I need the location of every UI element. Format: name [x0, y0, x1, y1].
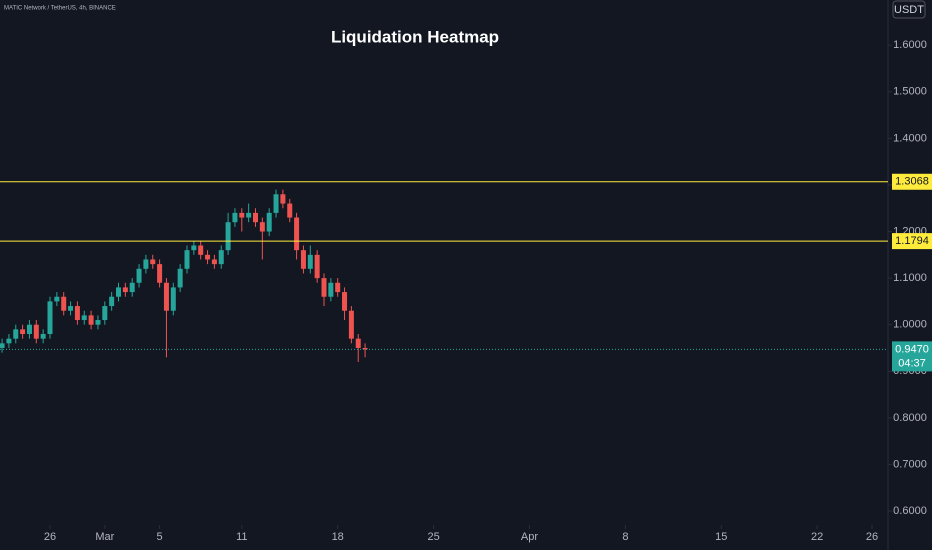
y-tick-label: 1.5000	[893, 86, 927, 98]
x-tick-label: 8	[622, 531, 628, 543]
y-tick-label: 0.8000	[893, 412, 927, 424]
candle-body	[54, 296, 60, 302]
y-tick-label: 1.0000	[893, 319, 927, 331]
candle-body	[205, 254, 211, 260]
candle-body	[13, 329, 19, 339]
candle-body	[266, 212, 272, 232]
x-tick-label: 26	[44, 531, 56, 543]
candle-body	[177, 268, 183, 288]
candle-body	[0, 343, 5, 348]
x-tick-label: 15	[715, 531, 727, 543]
candle-body	[300, 250, 306, 269]
candle-body	[95, 320, 101, 325]
candle-body	[232, 212, 238, 223]
candle-body	[109, 296, 115, 307]
candle-body	[136, 268, 142, 283]
level-label: 1.3068	[895, 176, 929, 188]
level-tag	[892, 233, 932, 250]
candle-body	[328, 282, 334, 297]
candle-body	[294, 217, 300, 251]
x-tick-label: Apr	[521, 531, 538, 543]
candle-body	[163, 282, 169, 311]
candle-body	[33, 324, 39, 339]
candle-body	[314, 254, 320, 279]
candle-body	[81, 315, 87, 321]
candle-body	[191, 245, 197, 251]
candle-body	[170, 287, 176, 311]
candle-body	[74, 306, 80, 321]
candle-body	[47, 301, 53, 335]
candle-body	[342, 292, 348, 311]
last-price-tag	[892, 341, 932, 372]
symbol-info: MATIC Network / TetherUS, 4h, BINANCE	[4, 6, 116, 12]
candle-body	[157, 264, 163, 283]
candle-body	[6, 338, 12, 344]
y-tick-label: 1.6000	[893, 39, 927, 51]
candle-body	[239, 212, 245, 218]
candle-body	[259, 222, 265, 232]
currency[interactable]: USDT	[894, 4, 924, 16]
candle-body	[246, 212, 252, 218]
y-tick-label: 1.1000	[893, 272, 927, 284]
candle-body	[40, 334, 46, 339]
candle-body	[287, 203, 293, 218]
candle-body	[252, 212, 258, 223]
x-tick-label: 22	[811, 531, 823, 543]
candle-body	[184, 250, 190, 269]
candle-body	[102, 306, 108, 321]
level-label: 1.1794	[895, 235, 929, 247]
candle-body	[61, 296, 67, 311]
y-tick-label: 0.7000	[893, 458, 927, 470]
candle-body	[362, 347, 368, 350]
candle-body	[280, 194, 286, 204]
x-tick-label: 11	[236, 531, 247, 543]
countdown: 04:37	[898, 357, 926, 369]
candle-body	[335, 282, 341, 293]
x-tick-label: 5	[157, 531, 163, 543]
candle-body	[211, 259, 217, 265]
candle-body	[26, 324, 32, 335]
candle-body	[116, 287, 122, 297]
candle-body	[198, 245, 204, 255]
candle-body	[122, 287, 128, 293]
x-tick-label: 18	[332, 531, 344, 543]
chart-title: Liquidation Heatmap	[331, 27, 499, 46]
level-tag	[892, 173, 932, 190]
candle-body	[68, 306, 74, 311]
candle-body	[218, 250, 224, 265]
x-tick-label: Mar	[95, 531, 114, 543]
candle-body	[143, 259, 149, 269]
x-tick-label: 26	[866, 531, 878, 543]
candle-body	[355, 338, 361, 348]
y-tick-label: 1.4000	[893, 132, 927, 144]
candle-body	[20, 329, 26, 335]
candle-body	[88, 315, 94, 325]
candle-body	[348, 310, 354, 339]
candle-body	[321, 278, 327, 297]
candle-body	[150, 259, 156, 265]
currency-box[interactable]	[892, 0, 926, 19]
candle-body	[273, 194, 279, 213]
x-tick-label: 25	[427, 531, 439, 543]
candle-body	[129, 282, 135, 293]
candle-body	[307, 254, 313, 269]
candle-body	[225, 222, 231, 251]
y-tick-label: 0.6000	[893, 505, 927, 517]
last-price-label: 0.9470	[895, 343, 929, 355]
